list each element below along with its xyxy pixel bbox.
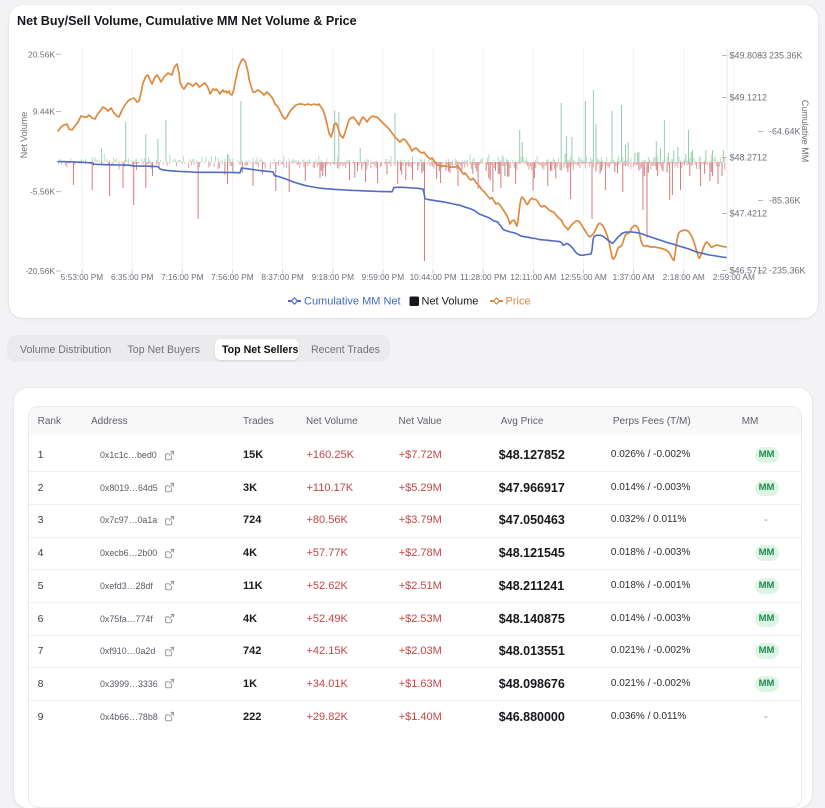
svg-text:$46.5712: $46.5712: [730, 266, 768, 276]
svg-text:9:18:00 PM: 9:18:00 PM: [312, 272, 355, 282]
svg-text:Price: Price: [506, 296, 531, 308]
svg-text:7:56:00 PM: 7:56:00 PM: [211, 272, 254, 282]
svg-text:9:59:00 PM: 9:59:00 PM: [362, 272, 405, 282]
svg-text:1:37:00 AM: 1:37:00 AM: [613, 272, 655, 282]
svg-text:235.36K: 235.36K: [769, 51, 803, 61]
svg-text:-20.56K: -20.56K: [25, 266, 55, 276]
svg-text:-64.64K: -64.64K: [769, 127, 801, 137]
svg-text:20.56K: 20.56K: [28, 49, 55, 59]
svg-text:5:53:00 PM: 5:53:00 PM: [61, 272, 104, 282]
svg-text:Cumulative MM Net: Cumulative MM Net: [304, 296, 401, 308]
svg-text:12:55:00 AM: 12:55:00 AM: [560, 272, 607, 282]
svg-text:$49.1212: $49.1212: [730, 93, 768, 103]
svg-text:11:28:00 PM: 11:28:00 PM: [460, 272, 507, 282]
svg-text:2:18:00 AM: 2:18:00 AM: [663, 272, 705, 282]
svg-text:$49.8083: $49.8083: [730, 51, 768, 61]
svg-text:-5.56K: -5.56K: [30, 187, 55, 197]
svg-text:-85.36K: -85.36K: [769, 196, 801, 206]
svg-text:8:37:00 PM: 8:37:00 PM: [261, 272, 304, 282]
svg-text:Net Volume: Net Volume: [19, 112, 29, 159]
svg-text:7:16:00 PM: 7:16:00 PM: [161, 272, 204, 282]
svg-text:6:35:00 PM: 6:35:00 PM: [111, 272, 154, 282]
svg-text:10:44:00 PM: 10:44:00 PM: [410, 272, 457, 282]
svg-text:-235.36K: -235.36K: [769, 266, 806, 276]
svg-text:2:59:00 AM: 2:59:00 AM: [713, 272, 755, 282]
svg-text:9.44K: 9.44K: [33, 107, 56, 117]
svg-text:12:11:00 AM: 12:11:00 AM: [510, 272, 556, 282]
svg-text:$48.2712: $48.2712: [730, 153, 768, 163]
svg-text:$47.4212: $47.4212: [730, 209, 768, 219]
svg-text:Net Volume: Net Volume: [422, 296, 479, 308]
svg-text:Cumulative MM: Cumulative MM: [800, 100, 810, 163]
